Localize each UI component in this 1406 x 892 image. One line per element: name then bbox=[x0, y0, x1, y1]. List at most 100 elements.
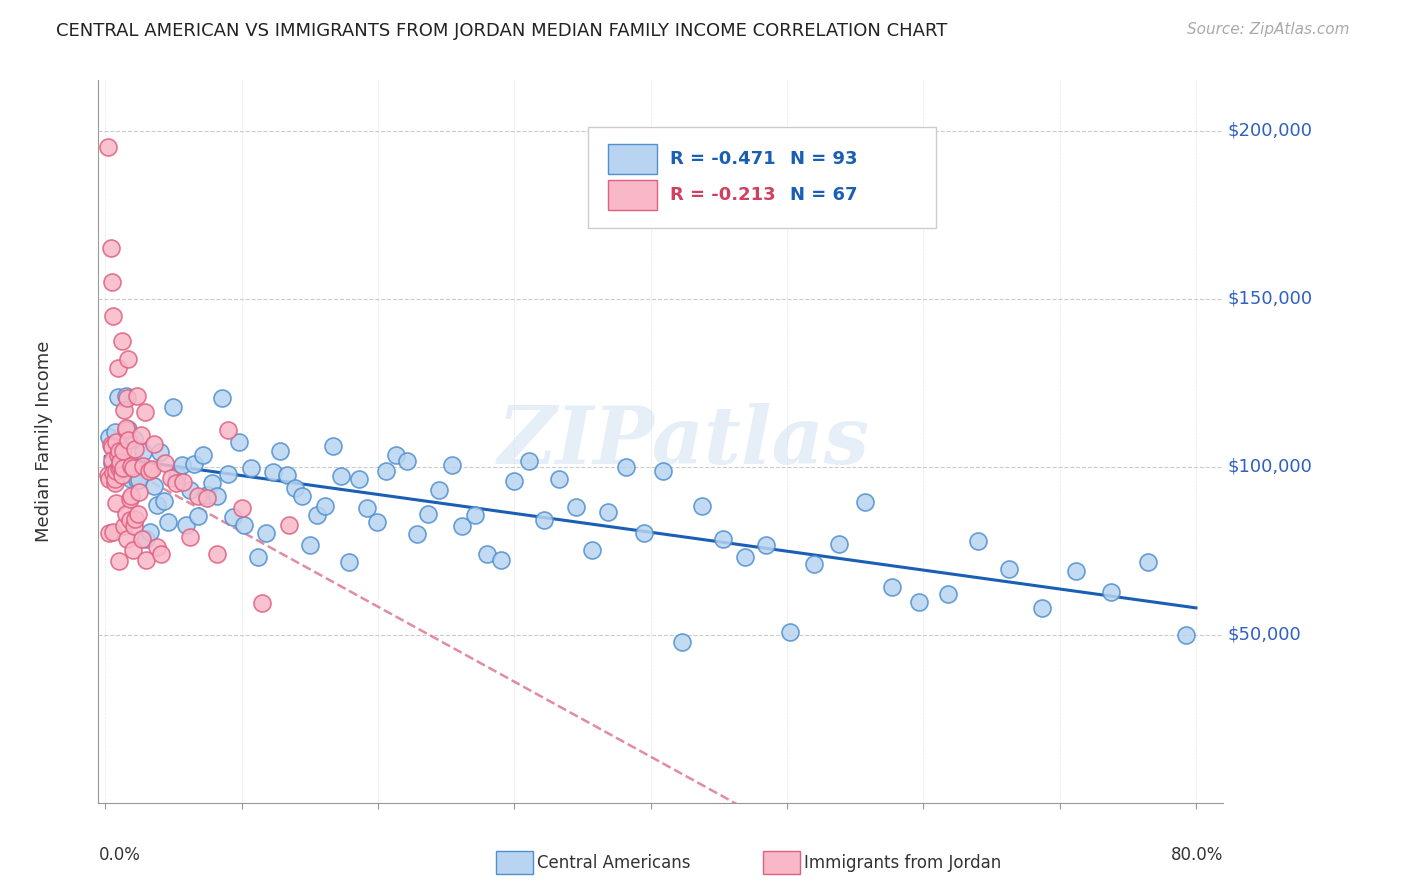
Point bbox=[110, 468, 132, 483]
Point bbox=[966, 533, 988, 548]
Point bbox=[330, 468, 353, 483]
FancyBboxPatch shape bbox=[607, 144, 658, 174]
Point bbox=[156, 516, 179, 530]
Point bbox=[427, 483, 450, 497]
Point bbox=[135, 533, 157, 547]
Point bbox=[132, 459, 155, 474]
Point bbox=[222, 510, 245, 524]
Point bbox=[165, 475, 187, 490]
Text: CENTRAL AMERICAN VS IMMIGRANTS FROM JORDAN MEDIAN FAMILY INCOME CORRELATION CHAR: CENTRAL AMERICAN VS IMMIGRANTS FROM JORD… bbox=[56, 22, 948, 40]
Point bbox=[121, 542, 143, 557]
Point bbox=[375, 464, 398, 478]
Point bbox=[734, 550, 756, 565]
Point bbox=[100, 241, 122, 255]
Point bbox=[231, 500, 253, 515]
Point bbox=[1031, 600, 1053, 615]
Point bbox=[503, 474, 526, 488]
Point bbox=[671, 635, 693, 649]
Point bbox=[129, 428, 152, 442]
Point bbox=[517, 454, 540, 468]
Point bbox=[278, 517, 301, 532]
Point bbox=[406, 526, 429, 541]
Point bbox=[172, 475, 194, 489]
Point bbox=[418, 507, 440, 521]
Point bbox=[111, 461, 134, 475]
Point bbox=[107, 361, 129, 376]
Point bbox=[149, 444, 172, 458]
Point bbox=[755, 538, 778, 552]
Point bbox=[127, 507, 149, 521]
Point bbox=[146, 541, 169, 555]
Text: Source: ZipAtlas.com: Source: ZipAtlas.com bbox=[1187, 22, 1350, 37]
Point bbox=[120, 472, 142, 486]
Point bbox=[880, 580, 903, 594]
Point bbox=[101, 440, 124, 454]
Point bbox=[132, 445, 155, 459]
Text: $100,000: $100,000 bbox=[1227, 458, 1312, 475]
Point bbox=[124, 512, 146, 526]
Point bbox=[98, 430, 121, 444]
Point bbox=[614, 459, 637, 474]
Point bbox=[118, 513, 141, 527]
Point bbox=[111, 461, 134, 475]
Point bbox=[228, 435, 250, 450]
Point bbox=[114, 423, 136, 437]
Point bbox=[153, 494, 176, 508]
Text: Central Americans: Central Americans bbox=[537, 854, 690, 871]
Point bbox=[100, 438, 122, 452]
Point bbox=[936, 587, 959, 601]
Point bbox=[97, 140, 120, 154]
Point bbox=[166, 468, 188, 483]
Point bbox=[107, 390, 129, 404]
Point bbox=[254, 525, 277, 540]
Point bbox=[1175, 628, 1198, 642]
Point bbox=[103, 525, 125, 540]
Point bbox=[651, 464, 673, 478]
Point bbox=[125, 389, 148, 403]
Point bbox=[711, 532, 734, 546]
Point bbox=[122, 519, 145, 533]
Point bbox=[134, 405, 156, 419]
Point bbox=[128, 484, 150, 499]
Point bbox=[179, 483, 201, 498]
Text: 0.0%: 0.0% bbox=[98, 847, 141, 864]
Point bbox=[633, 525, 655, 540]
Point bbox=[125, 473, 148, 487]
Point bbox=[337, 555, 360, 569]
Point bbox=[150, 547, 173, 561]
Point bbox=[110, 455, 132, 469]
Point bbox=[105, 435, 128, 450]
Point bbox=[187, 489, 209, 503]
Point bbox=[114, 507, 136, 521]
Point bbox=[101, 456, 124, 470]
Point bbox=[205, 490, 228, 504]
Point bbox=[803, 557, 825, 571]
Point bbox=[384, 448, 406, 462]
Point bbox=[284, 481, 307, 495]
Point bbox=[110, 459, 132, 474]
Point bbox=[110, 334, 132, 349]
Point bbox=[108, 461, 131, 475]
Point bbox=[159, 470, 181, 484]
Point bbox=[97, 467, 120, 482]
Point bbox=[298, 538, 321, 552]
Point bbox=[101, 275, 124, 289]
Point bbox=[155, 456, 177, 470]
Point bbox=[112, 519, 135, 533]
Point bbox=[108, 444, 131, 458]
Point bbox=[162, 400, 184, 414]
Point bbox=[143, 437, 166, 451]
Point bbox=[779, 624, 801, 639]
Point bbox=[138, 464, 160, 478]
FancyBboxPatch shape bbox=[607, 180, 658, 211]
Point bbox=[998, 562, 1021, 576]
Point bbox=[217, 423, 239, 437]
Point bbox=[143, 479, 166, 493]
Point bbox=[112, 402, 135, 417]
Point bbox=[105, 464, 128, 478]
Point bbox=[141, 462, 163, 476]
Text: R = -0.213: R = -0.213 bbox=[669, 186, 776, 204]
Point bbox=[120, 489, 142, 503]
Point bbox=[692, 500, 714, 514]
Point bbox=[121, 461, 143, 475]
